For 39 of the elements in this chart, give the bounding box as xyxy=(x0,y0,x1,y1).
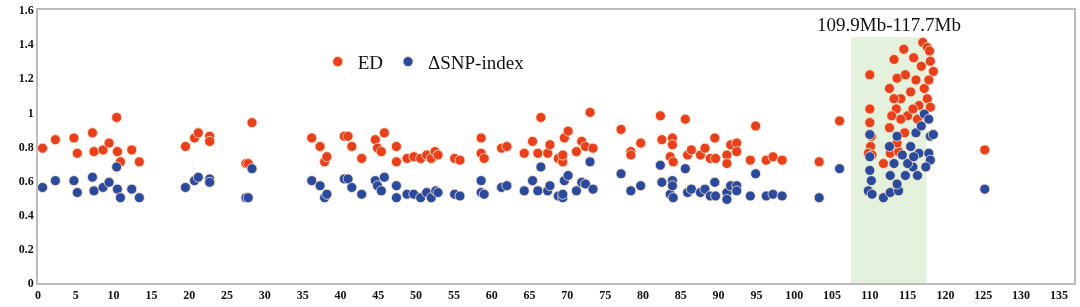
x-tick-label: 125 xyxy=(974,288,993,303)
x-tick-label: 105 xyxy=(823,288,842,303)
x-tick-label: 120 xyxy=(936,288,955,303)
x-tick-label: 10 xyxy=(107,288,120,303)
legend-label: ED xyxy=(357,52,384,74)
legend-label: ΔSNP-index xyxy=(428,52,525,74)
x-tick-label: 115 xyxy=(898,288,917,303)
y-tick-label: 0 xyxy=(27,276,34,291)
x-tick-label: 55 xyxy=(447,288,460,303)
y-tick-label: 0.4 xyxy=(18,207,34,222)
y-tick-label: 1 xyxy=(27,105,34,120)
x-tick-label: 90 xyxy=(712,288,725,303)
x-tick-label: 75 xyxy=(599,288,612,303)
x-tick-label: 25 xyxy=(221,288,234,303)
x-tick-label: 45 xyxy=(372,288,385,303)
x-tick-label: 50 xyxy=(410,288,423,303)
x-tick-label: 60 xyxy=(485,288,498,303)
x-tick-label: 30 xyxy=(258,288,271,303)
x-tick-label: 15 xyxy=(145,288,158,303)
y-tick-label: 0.6 xyxy=(18,173,34,188)
y-tick-label: 1.4 xyxy=(18,37,34,52)
x-tick-label: 40 xyxy=(334,288,347,303)
x-tick-label: 95 xyxy=(750,288,763,303)
x-tick-label: 5 xyxy=(72,288,79,303)
x-tick-label: 20 xyxy=(183,288,196,303)
x-tick-label: 135 xyxy=(1049,288,1068,303)
x-tick-label: 80 xyxy=(636,288,649,303)
x-tick-label: 130 xyxy=(1012,288,1031,303)
y-tick-label: 0.2 xyxy=(18,242,34,257)
y-tick-label: 1.6 xyxy=(18,3,34,18)
x-tick-label: 100 xyxy=(785,288,804,303)
x-tick-label: 110 xyxy=(861,288,879,303)
x-tick-label: 65 xyxy=(523,288,536,303)
x-tick-label: 85 xyxy=(674,288,687,303)
y-tick-label: 1.2 xyxy=(18,71,34,86)
y-tick-label: 0.8 xyxy=(18,139,34,154)
x-tick-label: 70 xyxy=(561,288,574,303)
band-label: 109.9Mb-117.7Mb xyxy=(817,14,961,35)
x-tick-label: 35 xyxy=(296,288,309,303)
